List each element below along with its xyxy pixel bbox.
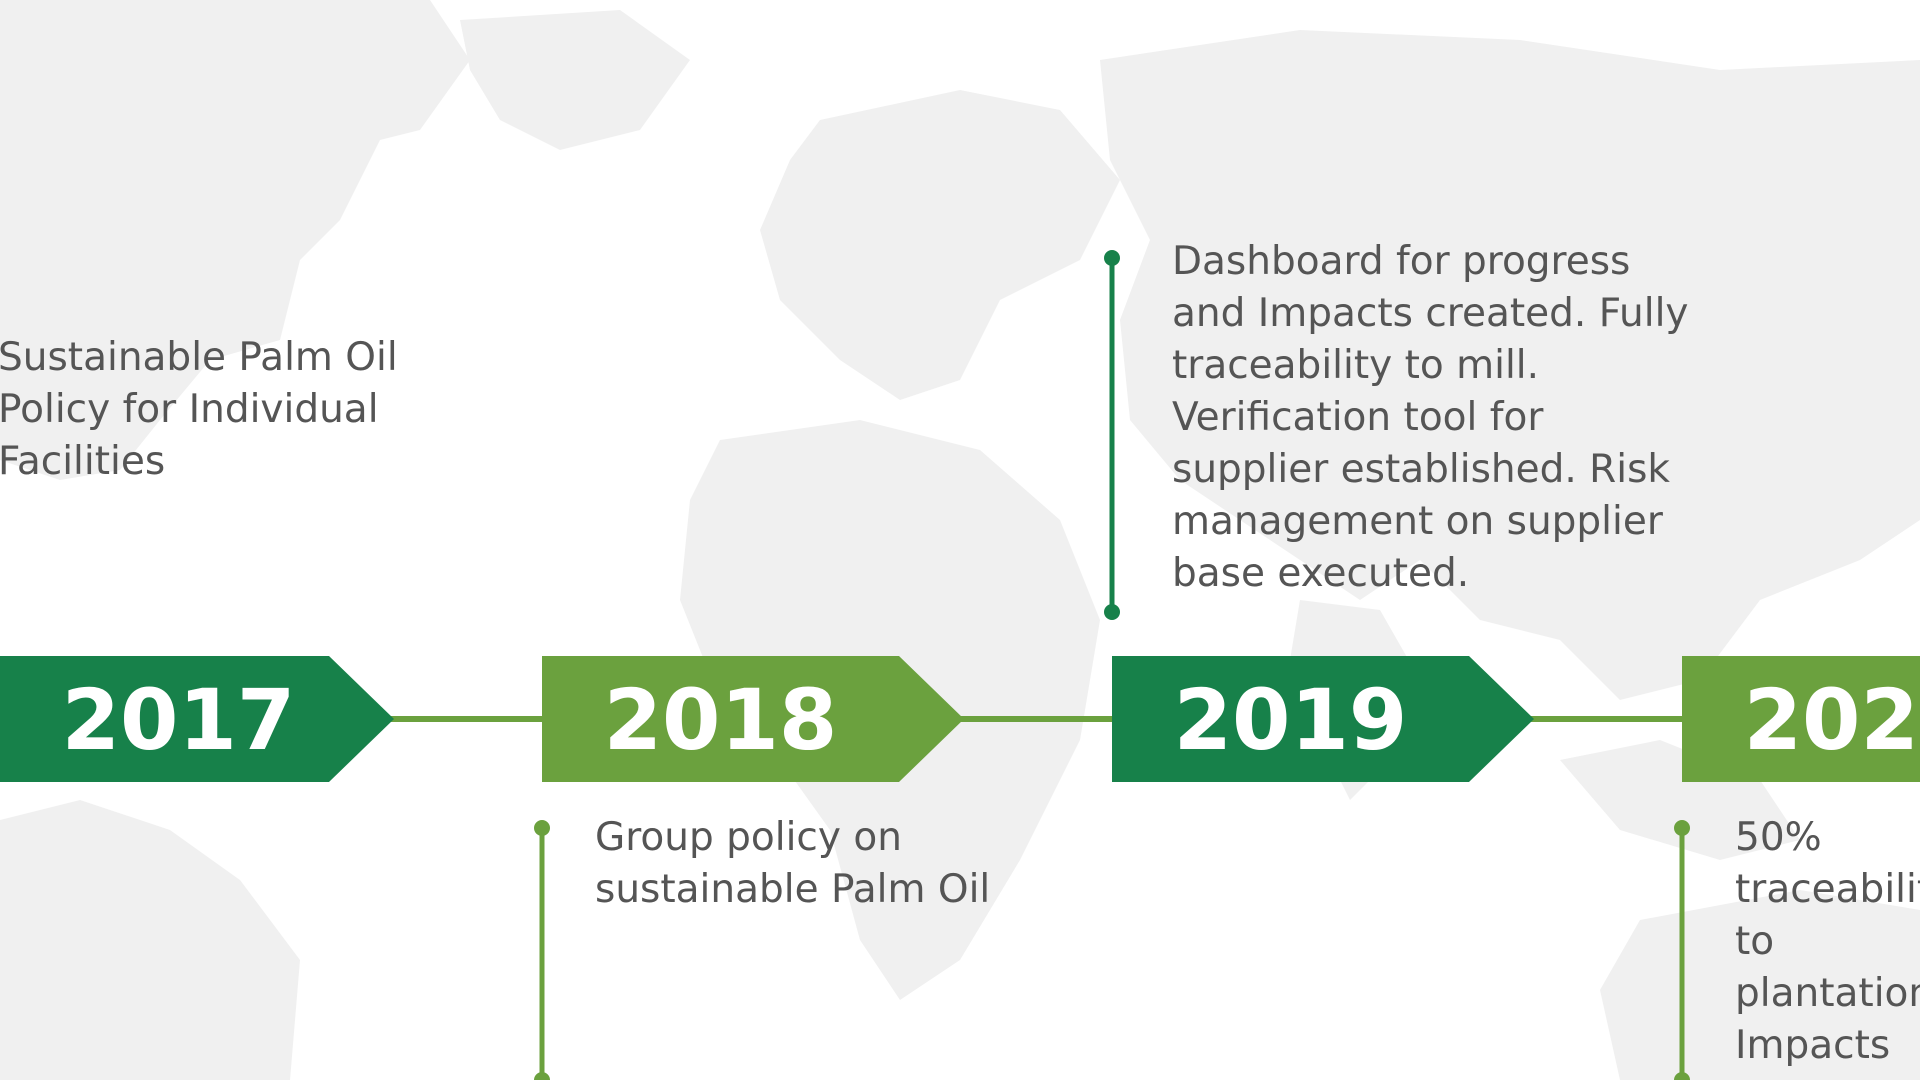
milestone-2020: 2020 bbox=[1674, 656, 1920, 1080]
continent-southeast-asia bbox=[1560, 740, 1800, 860]
year-label: 2019 bbox=[1174, 671, 1408, 769]
continent-greenland bbox=[460, 10, 690, 150]
marker-dot bbox=[1674, 1072, 1690, 1080]
continent-north-america bbox=[0, 0, 470, 480]
milestone-description-2019: Dashboard for progress and Impacts creat… bbox=[1172, 239, 1689, 596]
marker-dot bbox=[1674, 820, 1690, 836]
year-label: 2018 bbox=[604, 671, 838, 769]
milestone-2019: 2019 bbox=[1104, 250, 1534, 782]
year-label: 2020 bbox=[1744, 671, 1920, 769]
marker-dot bbox=[534, 820, 550, 836]
year-arrow bbox=[542, 656, 964, 782]
continent-europe bbox=[760, 90, 1120, 400]
marker-dot bbox=[1104, 250, 1120, 266]
milestone-description-2018: Group policy on sustainable Palm Oil bbox=[595, 815, 991, 912]
milestone-2017: 2017 bbox=[0, 656, 394, 782]
marker-dot bbox=[534, 1072, 550, 1080]
marker-dot bbox=[1104, 604, 1120, 620]
year-label: 2017 bbox=[62, 671, 296, 769]
year-arrow bbox=[1112, 656, 1534, 782]
milestone-description-2017: Sustainable Palm Oil Policy for Individu… bbox=[0, 335, 398, 484]
continent-asia bbox=[1100, 30, 1920, 700]
milestone-description-2020: 50% traceability to plantation. Impacts … bbox=[1735, 815, 1920, 1080]
continent-south-america bbox=[0, 800, 300, 1080]
milestone-2018: 2018 bbox=[534, 656, 964, 1080]
year-arrow bbox=[1682, 656, 1920, 782]
year-arrow bbox=[0, 656, 394, 782]
